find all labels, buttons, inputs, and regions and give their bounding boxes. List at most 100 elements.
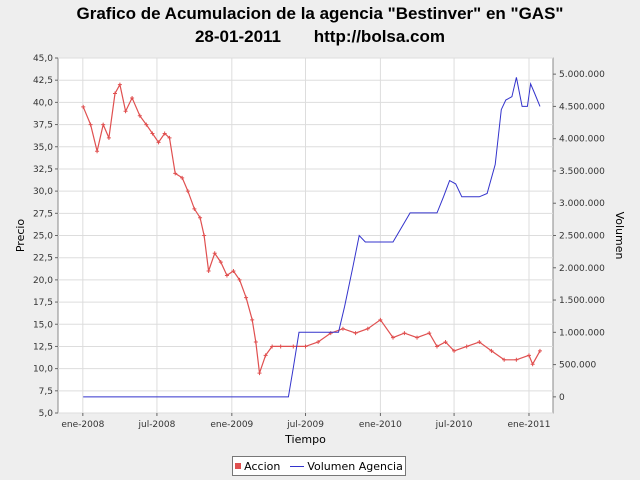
y-axis-left-label: Precio [14, 219, 27, 253]
y-left-tick-label: 27,5 [33, 209, 53, 219]
data-point-accion [206, 269, 211, 273]
y-left-tick-label: 25,0 [33, 232, 53, 242]
y-right-tick-label: 4.000.000 [559, 135, 605, 145]
data-point-accion [185, 189, 190, 194]
data-point-accion [101, 122, 106, 127]
data-point-accion [117, 82, 122, 87]
data-point-accion [237, 277, 242, 282]
legend-swatch-volumen [290, 465, 305, 467]
chart-title: Grafico de Acumulacion de la agencia "Be… [76, 4, 564, 23]
data-point-accion [340, 326, 345, 331]
data-point-accion [526, 353, 531, 358]
legend-item-accion: Accion [235, 460, 280, 473]
y-axis-right: 0 500.000 1.000.000 1.500.000 2.000.000 2.500… [553, 70, 605, 403]
data-point-accion [95, 149, 100, 154]
data-point-accion [198, 215, 203, 220]
data-point-accion [112, 91, 117, 96]
y-left-tick-label: 30,0 [33, 187, 53, 197]
legend-swatch-accion [235, 463, 242, 469]
x-tick-label: jul-2009 [286, 420, 324, 430]
y-right-tick-label: 2.000.000 [559, 264, 605, 274]
data-point-accion [244, 295, 249, 300]
data-point-accion [192, 206, 197, 211]
data-point-accion [263, 353, 268, 358]
data-point-accion [427, 331, 432, 336]
y-left-tick-label: 37,5 [33, 121, 53, 131]
y-right-tick-label: 5.000.000 [559, 70, 605, 80]
subtitle-url: http://bolsa.com [313, 27, 446, 46]
y-right-tick-label: 1.500.000 [559, 296, 605, 306]
y-right-tick-label: 1.000.000 [559, 328, 605, 338]
data-point-accion [167, 135, 172, 140]
data-point-accion [224, 273, 229, 278]
data-point-accion [434, 344, 439, 349]
subtitle-date: 28-01-2011 [194, 27, 281, 46]
data-point-accion [537, 348, 542, 353]
y-left-tick-label: 45,0 [33, 54, 53, 64]
data-point-accion [415, 335, 420, 340]
x-axis-label: Tiempo [284, 433, 326, 446]
data-point-accion [180, 175, 185, 180]
data-point-accion [156, 140, 161, 145]
y-right-tick-label: 2.500.000 [559, 232, 605, 242]
data-point-accion [365, 326, 370, 331]
data-point-accion [514, 357, 519, 362]
y-left-tick-label: 35,0 [33, 143, 53, 153]
data-point-accion [202, 233, 207, 238]
legend-item-volumen: Volumen Agencia [290, 460, 403, 473]
grid-lines [58, 57, 553, 414]
y-left-tick-label: 15,0 [33, 320, 53, 330]
y-axis-right-label: Volumen [613, 212, 626, 260]
y-left-tick-label: 12,5 [33, 342, 53, 352]
data-point-accion [231, 269, 236, 273]
series-line-volumen [83, 77, 541, 398]
data-point-accion [123, 109, 128, 114]
data-point-accion [477, 340, 482, 344]
data-point-accion [212, 251, 217, 256]
legend: Accion Volumen Agencia [232, 456, 406, 476]
x-axis: ene-2008 jul-2008 ene-2009 jul-2009 ene-2010… [61, 413, 550, 430]
y-left-tick-label: 32,5 [33, 165, 53, 175]
data-point-accion [278, 344, 283, 349]
x-tick-label: ene-2010 [359, 420, 402, 430]
legend-label-accion: Accion [244, 459, 281, 473]
data-point-accion [173, 171, 178, 176]
data-point-accion [106, 135, 111, 140]
data-point-accion [502, 357, 507, 362]
x-tick-label: ene-2008 [61, 420, 104, 430]
data-point-accion [402, 331, 407, 336]
data-point-accion [81, 104, 86, 109]
x-tick-label: ene-2011 [508, 420, 551, 430]
data-point-accion [452, 348, 457, 353]
y-left-tick-label: 20,0 [33, 276, 53, 286]
data-point-accion [391, 335, 396, 340]
x-tick-label: ene-2009 [210, 420, 253, 430]
y-right-tick-label: 4.500.000 [559, 102, 605, 112]
y-right-tick-label: 3.500.000 [559, 167, 605, 177]
data-point-accion [303, 344, 308, 349]
y-right-tick-label: 3.000.000 [559, 199, 605, 209]
y-right-tick-label: 0 [559, 393, 565, 403]
y-left-tick-label: 7,5 [39, 387, 53, 397]
y-axis-left: 5,0 7,5 10,0 12,5 15,0 17,5 20,0 22,5 25,0 27,5 30… [33, 54, 58, 419]
series-group [81, 77, 542, 398]
data-point-accion [218, 260, 223, 265]
data-point-accion [328, 331, 333, 336]
data-point-accion [162, 131, 167, 136]
y-right-tick-label: 500.000 [559, 361, 596, 371]
y-left-tick-label: 5,0 [39, 409, 54, 419]
data-point-accion [443, 340, 448, 344]
data-point-accion [530, 362, 535, 367]
data-point-accion [150, 131, 155, 136]
data-point-accion [353, 331, 358, 336]
data-point-accion [291, 344, 296, 349]
data-point-accion [88, 122, 93, 127]
data-point-accion [253, 340, 258, 344]
data-point-accion [378, 317, 383, 322]
data-point-accion [316, 340, 321, 344]
y-left-tick-label: 40,0 [33, 98, 53, 108]
x-tick-label: jul-2010 [435, 420, 473, 430]
data-point-accion [250, 317, 255, 322]
data-point-accion [257, 371, 262, 376]
